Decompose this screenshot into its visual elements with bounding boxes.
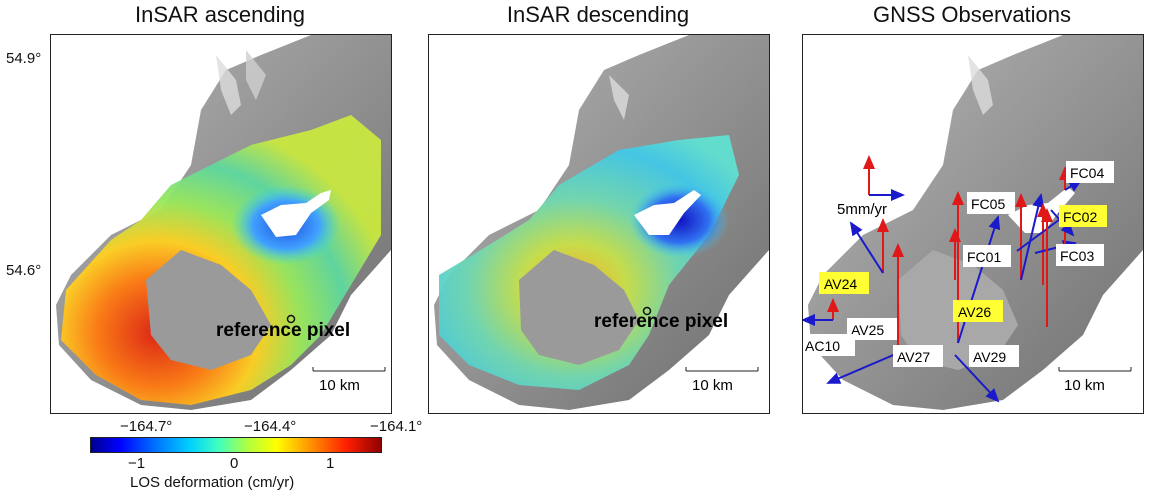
scale-label: 10 km: [1064, 377, 1105, 394]
lon-label-164-1: −164.1°: [370, 418, 423, 435]
panel-title-descending: InSAR descending: [506, 2, 690, 27]
site-label-fc01: FC01: [963, 245, 1011, 267]
volcano-cone: [519, 250, 639, 365]
map-panel-descending: reference pixel 10 km: [428, 34, 770, 414]
colorbar-tick-0: 0: [230, 455, 239, 472]
svg-text:FC04: FC04: [1070, 165, 1104, 181]
site-label-av29: AV29: [969, 345, 1019, 367]
map-panel-ascending: reference pixel 10 km: [50, 34, 392, 414]
volcano-cone: [146, 250, 271, 370]
map-panel-gnss: 5mm/yr FC04: [802, 34, 1144, 414]
panel-title-gnss: GNSS Observations: [872, 2, 1072, 27]
land-mass: [808, 35, 1143, 410]
reference-pixel-label: reference pixel: [216, 320, 350, 341]
lon-label-164-7: −164.7°: [120, 418, 173, 435]
reference-pixel-label: reference pixel: [594, 311, 728, 332]
reference-pixel-marker: [642, 306, 652, 316]
svg-text:AV24: AV24: [824, 276, 857, 292]
lat-label-54-6: 54.6°: [6, 262, 42, 279]
scale-label: 10 km: [319, 377, 360, 394]
colorbar: −1 0 1 LOS deformation (cm/yr): [90, 437, 382, 491]
colorbar-tick-1: 1: [326, 455, 335, 472]
panel-title-ascending: InSAR ascending: [135, 2, 305, 27]
lat-label-54-9: 54.9°: [6, 50, 42, 67]
site-label-fc03: FC03: [1056, 244, 1104, 266]
reference-pixel-marker: [286, 314, 296, 324]
svg-text:AV27: AV27: [897, 349, 930, 365]
site-label-fc05: FC05: [967, 192, 1015, 214]
site-label-av24: AV24: [819, 272, 869, 294]
site-label-fc04: FC04: [1066, 161, 1114, 183]
svg-text:AV29: AV29: [973, 349, 1006, 365]
site-label-fc02: FC02: [1059, 205, 1107, 227]
site-label-av25: AV25: [847, 318, 897, 340]
site-label-av26: AV26: [953, 300, 1003, 322]
lon-label-164-4: −164.4°: [244, 418, 297, 435]
colorbar-title: LOS deformation (cm/yr): [130, 474, 295, 491]
svg-text:FC03: FC03: [1060, 248, 1094, 264]
svg-text:AC10: AC10: [805, 338, 840, 354]
svg-text:FC01: FC01: [967, 249, 1001, 265]
svg-text:FC02: FC02: [1063, 209, 1097, 225]
crater-lake: [261, 190, 331, 237]
colorbar-tick-neg1: −1: [128, 455, 146, 472]
scale-label: 10 km: [692, 377, 733, 394]
vector-scale-label: 5mm/yr: [837, 201, 887, 218]
crater-lake: [634, 190, 701, 235]
svg-text:AV25: AV25: [851, 322, 884, 338]
colorbar-gradient: [90, 437, 382, 453]
svg-text:AV26: AV26: [958, 304, 991, 320]
site-label-av27: AV27: [893, 345, 943, 367]
svg-text:FC05: FC05: [971, 196, 1005, 212]
site-label-ac10: AC10: [803, 334, 855, 356]
